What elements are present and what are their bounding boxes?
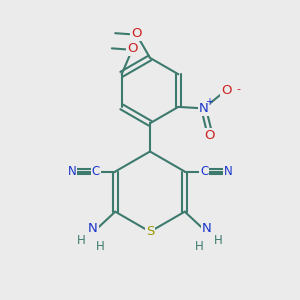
Text: -: - <box>236 84 240 94</box>
Text: H: H <box>214 234 223 247</box>
Text: N: N <box>199 102 208 115</box>
Text: N: N <box>68 165 76 178</box>
Text: O: O <box>221 84 232 97</box>
Text: H: H <box>195 240 204 253</box>
Text: N: N <box>202 222 212 236</box>
Text: C: C <box>92 165 100 178</box>
Text: N: N <box>88 222 98 236</box>
Text: +: + <box>206 97 214 107</box>
Text: O: O <box>131 27 141 40</box>
Text: N: N <box>224 165 232 178</box>
Text: H: H <box>96 240 105 253</box>
Text: S: S <box>146 225 154 238</box>
Text: O: O <box>127 42 137 55</box>
Text: C: C <box>200 165 208 178</box>
Text: O: O <box>204 129 215 142</box>
Text: H: H <box>77 234 86 247</box>
